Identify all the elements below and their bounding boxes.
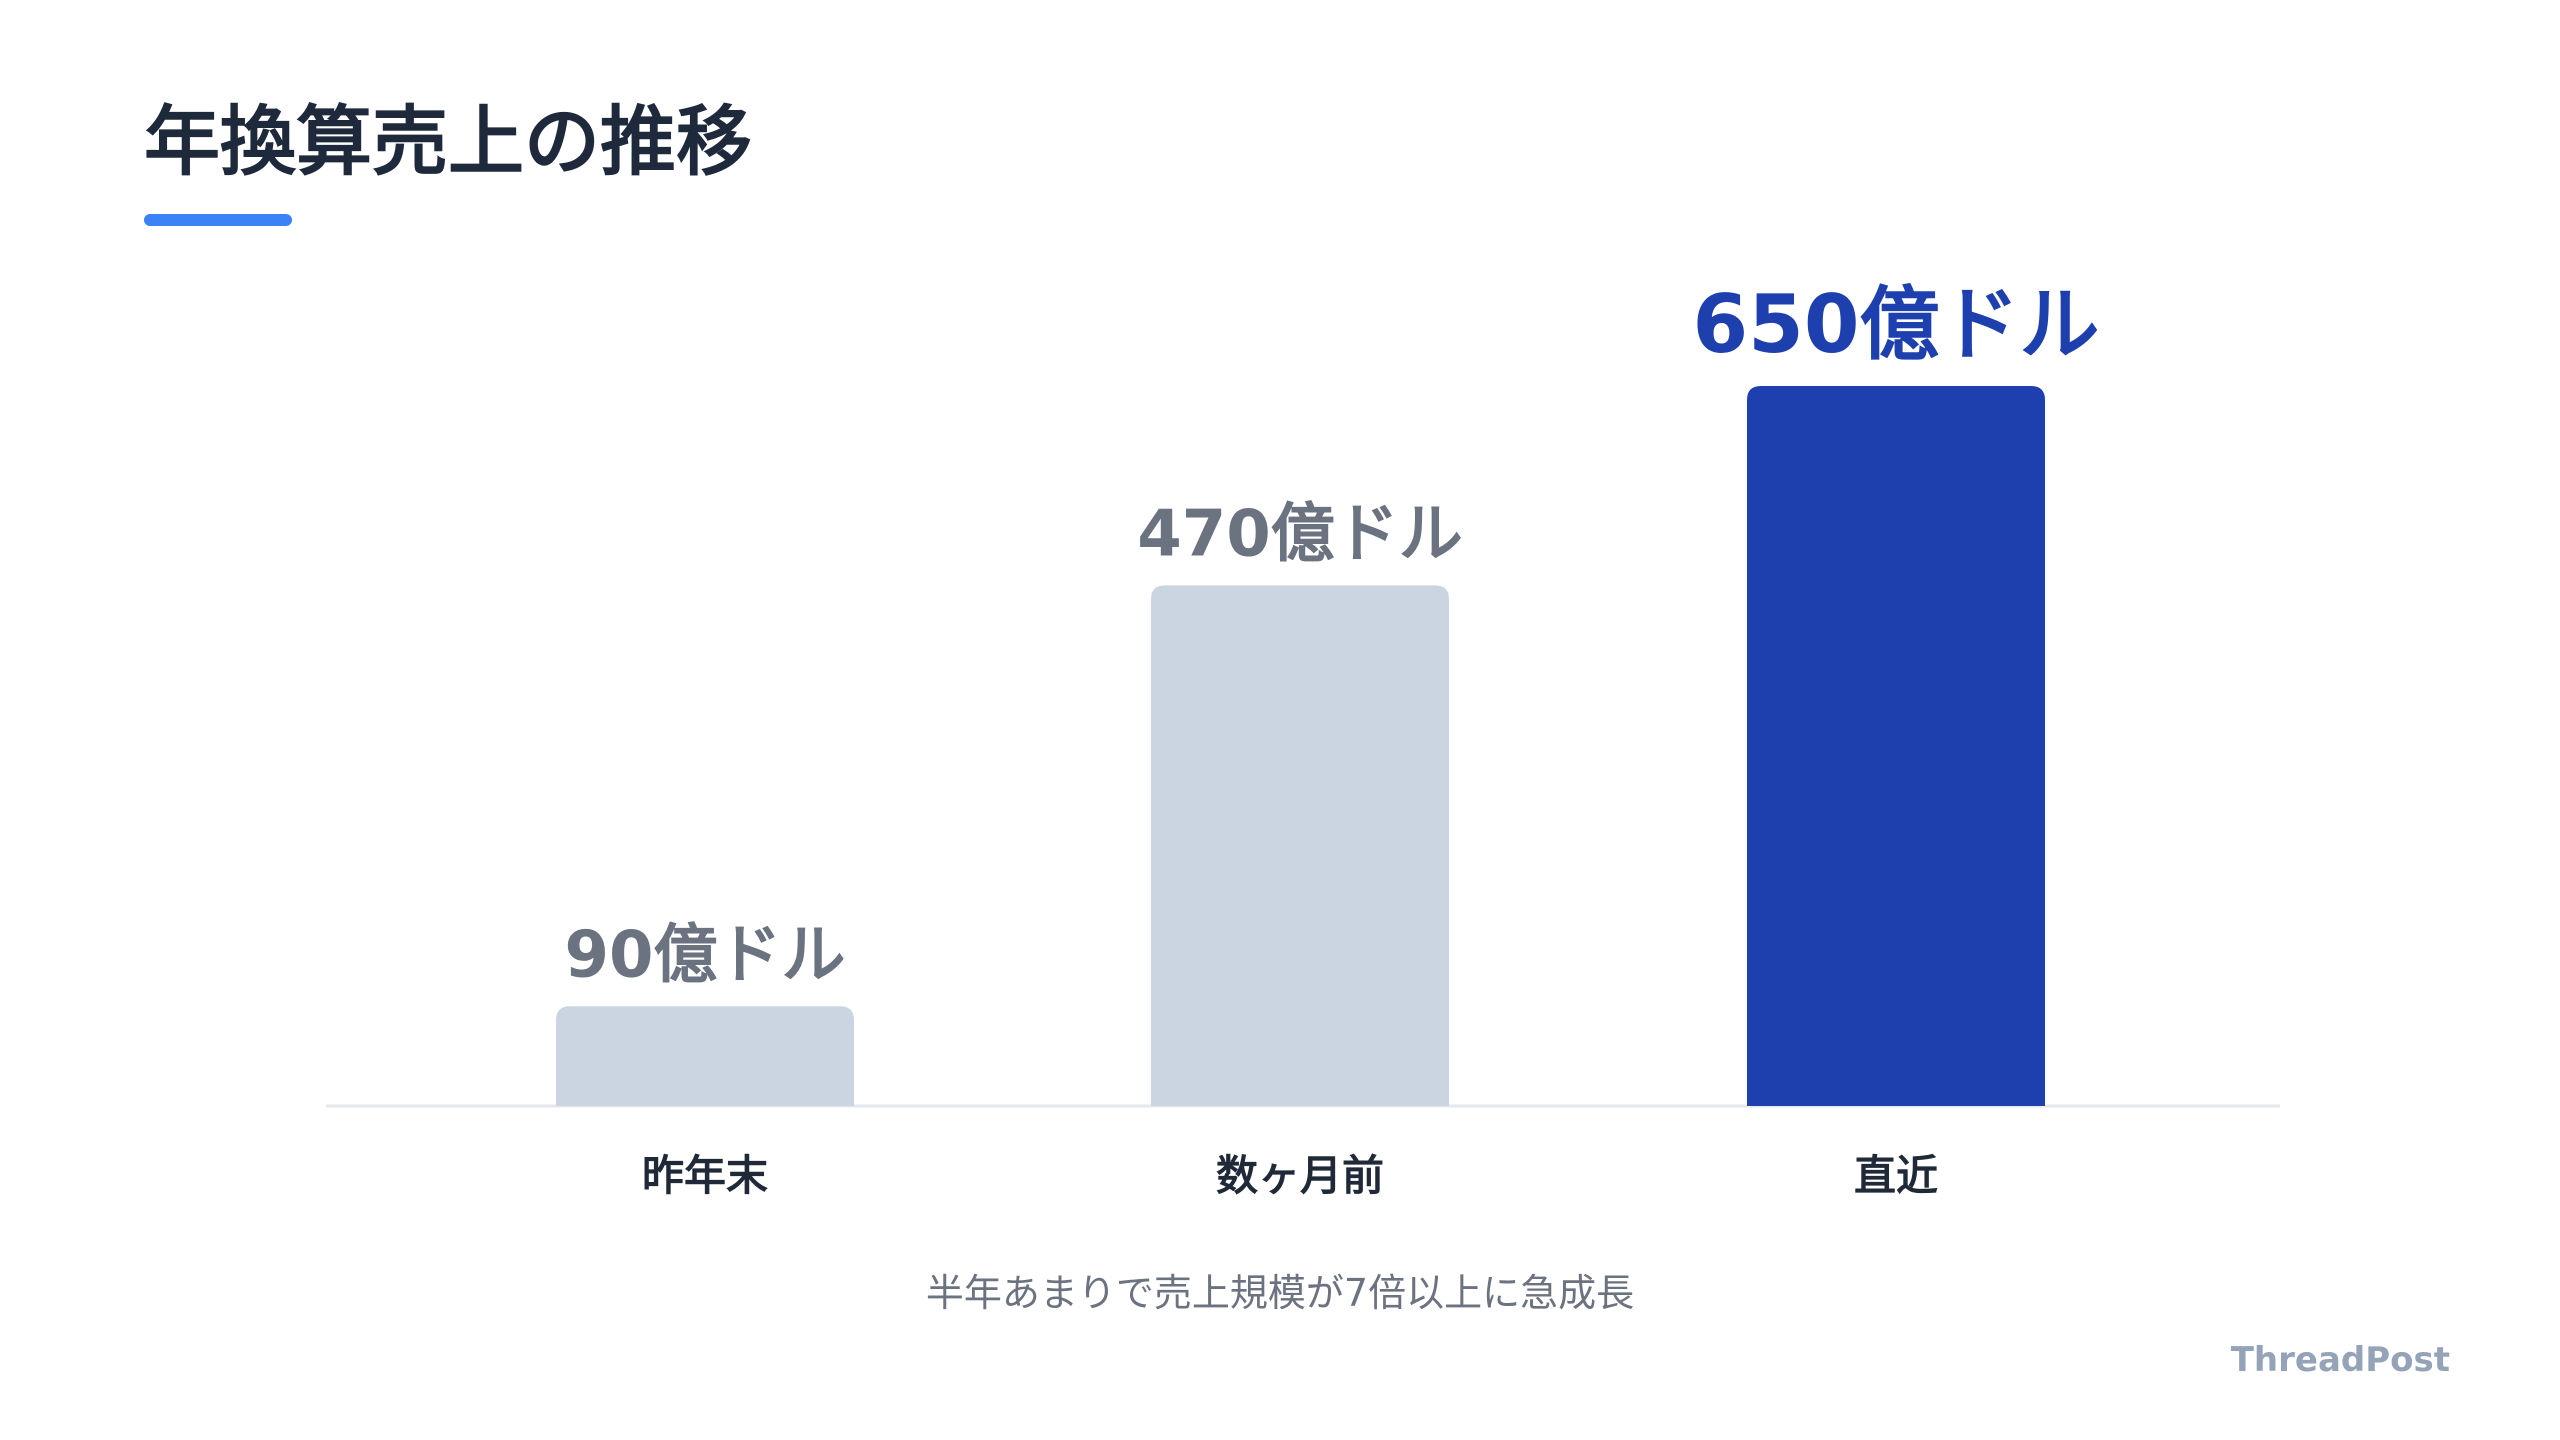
bar-1 [556,1006,854,1106]
category-label-2: 数ヶ月前 [1216,1151,1384,1200]
bar-2 [1151,585,1449,1106]
category-label-3: 直近 [1854,1151,1938,1200]
bar-value-label-3: 650億ドル [1693,278,2100,371]
chart-title: 年換算売上の推移 [144,97,752,186]
title-underline [144,214,292,226]
bar-3 [1747,386,2045,1106]
chart-caption: 半年あまりで売上規模が7倍以上に急成長 [925,1271,1635,1315]
bar-value-label-2: 470億ドル [1137,497,1463,571]
category-label-1: 昨年末 [642,1151,768,1200]
brand-logo: ThreadPost [2230,1340,2450,1380]
bar-value-label-1: 90億ドル [564,918,845,992]
